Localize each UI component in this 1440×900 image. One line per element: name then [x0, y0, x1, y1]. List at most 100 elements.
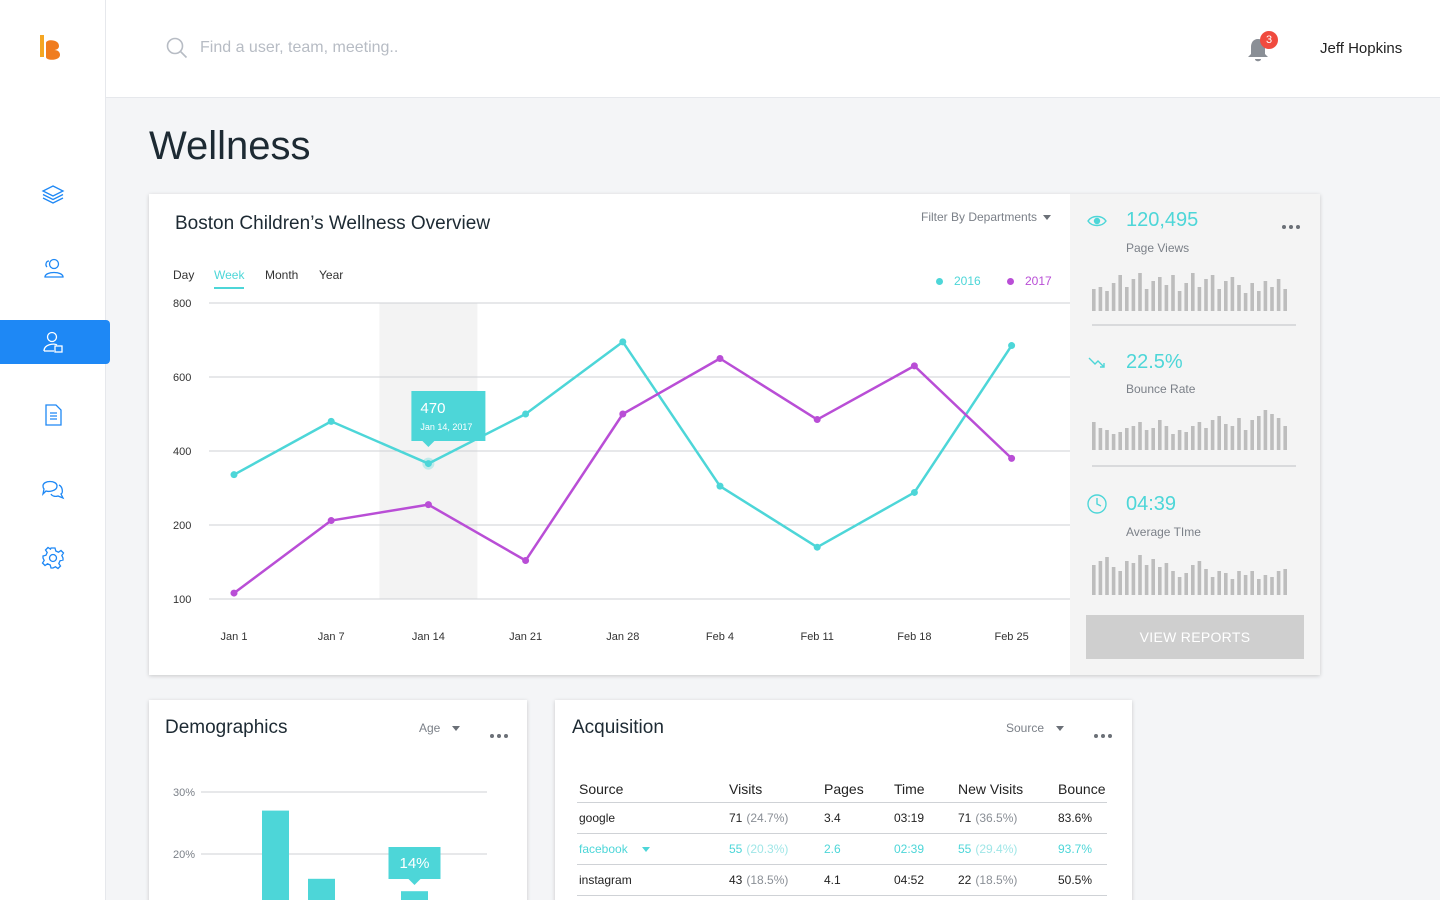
cell-source[interactable]: facebook — [577, 833, 727, 865]
cell-visits: 71 (24.7%) — [727, 802, 822, 834]
average-time-value: 04:39 — [1126, 493, 1177, 515]
nav-settings[interactable] — [0, 536, 110, 580]
sparkline-bar — [1158, 277, 1162, 311]
data-point-2017 — [716, 355, 724, 362]
sparkline-bar — [1230, 277, 1235, 311]
source-dropdown[interactable]: Source — [1006, 721, 1065, 735]
cell-visits: 43 (18.5%) — [727, 864, 822, 896]
cell-pages: 3.4 — [822, 802, 892, 834]
sparkline-bar — [1204, 428, 1208, 450]
tab-year[interactable]: Year — [319, 268, 344, 282]
col-new-visits[interactable]: New Visits — [956, 777, 1056, 803]
col-time[interactable]: Time — [892, 777, 956, 803]
data-point-2017 — [619, 410, 627, 418]
col-visits[interactable]: Visits — [727, 777, 822, 803]
page-title: Wellness — [149, 124, 311, 168]
table-row[interactable]: google 71 (24.7%) 3.4 03:19 71 (36.5%) 83.… — [577, 802, 1107, 834]
tab-day[interactable]: Day — [173, 268, 195, 282]
more-icon[interactable] — [490, 725, 514, 738]
sparkline-bar — [1098, 287, 1103, 311]
logo-icon[interactable] — [37, 33, 63, 61]
cell-time: 04:52 — [892, 864, 956, 896]
filter-departments-dropdown[interactable]: Filter By Departments — [921, 210, 1052, 224]
filter-label: Filter By Departments — [921, 210, 1038, 224]
caret-down-icon[interactable] — [641, 846, 650, 852]
sparkline-bar — [1184, 573, 1188, 595]
cell-new-visits: 55 (29.4%) — [956, 833, 1056, 865]
eye-icon — [1087, 215, 1107, 227]
sparkline-bar — [1257, 291, 1261, 311]
new-visits-count: 71 — [958, 810, 972, 825]
demographics-bar-chart[interactable]: 30% 20% 14% — [149, 700, 527, 900]
sparkline-bar — [1098, 428, 1103, 450]
new-visits-percent: (18.5%) — [975, 872, 1018, 887]
search-icon[interactable] — [166, 37, 188, 59]
data-point-2017 — [522, 557, 530, 565]
table-row[interactable]: facebook 55 (20.3%) 2.6 02:39 55 (29.4%) 9… — [577, 833, 1107, 865]
col-pages[interactable]: Pages — [822, 777, 892, 803]
sparkline-bar — [1217, 289, 1221, 311]
sparkline-bar — [1118, 275, 1122, 311]
col-source[interactable]: Source — [577, 777, 727, 803]
table-row[interactable]: instagram 43 (18.5%) 4.1 04:52 22 (18.5%) … — [577, 864, 1107, 896]
view-reports-button[interactable]: VIEW REPORTS — [1086, 615, 1304, 659]
y-tick-label: 200 — [173, 520, 191, 532]
sparkline-bar — [1283, 426, 1287, 450]
sparkline-bar — [1125, 287, 1129, 311]
sparkline-bar — [1111, 567, 1116, 595]
sparkline-bar — [1158, 567, 1162, 595]
sparkline-bar — [1111, 283, 1116, 311]
cell-source: google — [577, 802, 727, 834]
more-icon[interactable] — [1282, 216, 1306, 229]
sparkline-bar — [1210, 420, 1215, 450]
x-tick-label: Feb 4 — [706, 631, 734, 643]
nav-users[interactable] — [0, 246, 110, 290]
sparkline-bar — [1230, 579, 1235, 595]
tab-month[interactable]: Month — [265, 268, 299, 282]
new-visits-percent: (29.4%) — [975, 841, 1018, 856]
search-input[interactable] — [200, 34, 620, 62]
y-tick-label: 600 — [173, 372, 191, 384]
page-views-sparkline — [1092, 273, 1287, 311]
tooltip-pointer — [422, 441, 435, 447]
bounce-rate-value: 22.5% — [1126, 351, 1183, 373]
data-point-2016 — [619, 338, 627, 346]
sparkline-bar — [1191, 426, 1195, 450]
cell-pages: 2.6 — [822, 833, 892, 865]
sparkline-bar — [1164, 563, 1169, 595]
new-visits-percent: (36.5%) — [975, 810, 1018, 825]
visits-percent: (18.5%) — [746, 872, 789, 887]
visits-percent: (20.3%) — [746, 841, 789, 856]
nav-layers[interactable] — [0, 172, 110, 216]
sparkline-bar — [1204, 569, 1208, 595]
legend-dot-2017 — [1007, 277, 1014, 285]
bar — [262, 810, 289, 900]
nav-chat[interactable] — [0, 466, 110, 510]
age-dropdown[interactable]: Age — [419, 721, 461, 735]
data-point-2016 — [1008, 342, 1016, 350]
data-point-2016 — [910, 488, 918, 496]
sparkline-bar — [1250, 571, 1254, 595]
nav-documents[interactable] — [0, 393, 110, 437]
tooltip-date: Jan 14, 2017 — [420, 422, 472, 432]
sparkline-bar — [1230, 426, 1235, 450]
wellness-line-chart[interactable]: 800 600 400 200 100 Jan 1 Jan 7 Jan 14 Jan 21 Jan… — [149, 194, 1070, 675]
sparkline-bar — [1243, 430, 1248, 450]
sparkline-bar — [1138, 422, 1142, 450]
tab-week[interactable]: Week — [214, 268, 245, 289]
sparkline-bar — [1270, 414, 1274, 450]
y-tick-label: 800 — [173, 298, 191, 310]
col-bounce[interactable]: Bounce — [1056, 777, 1107, 803]
x-tick-label: Feb 11 — [800, 631, 833, 643]
sparkline-bar — [1250, 283, 1254, 311]
x-tick-label: Jan 21 — [509, 631, 542, 643]
nav-user-badge[interactable] — [0, 320, 110, 364]
user-name[interactable]: Jeff Hopkins — [1320, 40, 1403, 57]
cell-new-visits: 22 (18.5%) — [956, 864, 1056, 896]
x-tick-label: Jan 1 — [221, 631, 248, 643]
sparkline-bar — [1151, 559, 1155, 595]
active-point-halo — [422, 457, 435, 470]
y-tick-label: 400 — [173, 446, 191, 458]
gear-icon — [41, 546, 65, 570]
more-icon[interactable] — [1094, 725, 1118, 738]
